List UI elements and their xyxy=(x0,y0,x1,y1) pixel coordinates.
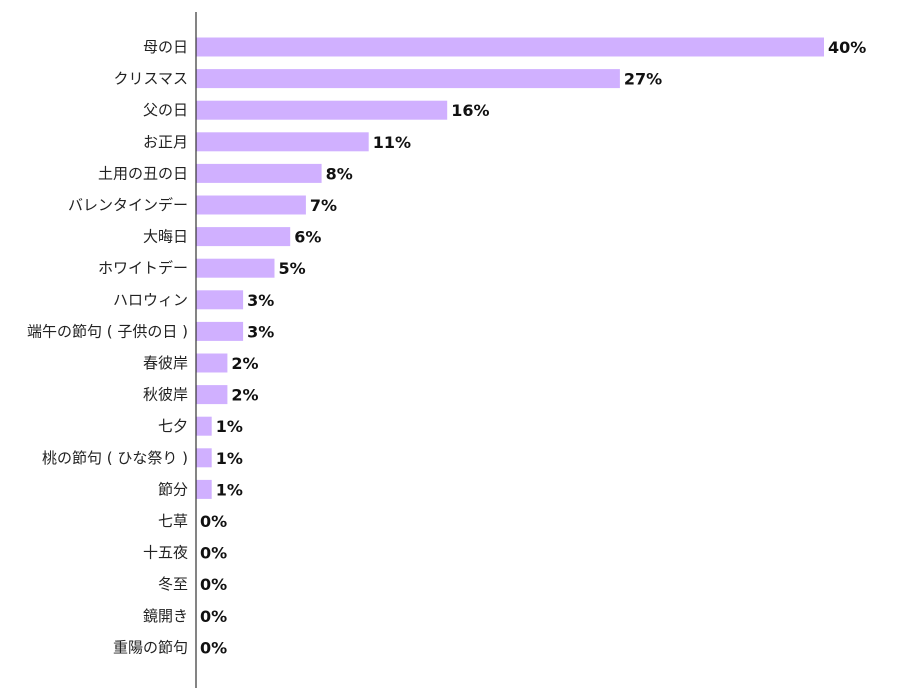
value-label: 0% xyxy=(200,638,227,657)
bar xyxy=(196,258,275,278)
category-label: 節分 xyxy=(158,480,188,498)
bar xyxy=(196,37,824,57)
value-label: 2% xyxy=(231,354,258,373)
category-label: バレンタインデー xyxy=(68,196,188,214)
value-label: 0% xyxy=(200,544,227,563)
value-label: 6% xyxy=(294,228,321,247)
category-label: クリスマス xyxy=(113,70,188,88)
value-label: 3% xyxy=(247,322,274,341)
category-label: 冬至 xyxy=(158,575,188,593)
bar xyxy=(196,195,306,215)
value-label: 3% xyxy=(247,291,274,310)
category-label: ハロウィン xyxy=(113,291,188,309)
value-label: 27% xyxy=(624,70,662,89)
value-label: 0% xyxy=(200,512,227,531)
value-label: 1% xyxy=(216,480,243,499)
bar xyxy=(196,321,244,341)
category-label: 重陽の節句 xyxy=(113,638,188,656)
category-label: 七夕 xyxy=(158,417,188,435)
category-label: 春彼岸 xyxy=(143,354,188,372)
bar xyxy=(196,100,448,120)
value-label: 5% xyxy=(279,259,306,278)
category-labels-group: 母の日クリスマス父の日お正月土用の丑の日バレンタインデー大晦日ホワイトデーハロウ… xyxy=(27,38,188,656)
bar xyxy=(196,416,212,436)
value-label: 11% xyxy=(373,133,411,152)
value-label: 40% xyxy=(828,38,866,57)
value-label: 0% xyxy=(200,575,227,594)
bar xyxy=(196,448,212,468)
category-label: お正月 xyxy=(143,133,188,151)
category-label: 鏡開き xyxy=(143,607,188,625)
bar xyxy=(196,479,212,499)
category-label: 十五夜 xyxy=(143,544,188,562)
value-label: 1% xyxy=(216,417,243,436)
category-label: 母の日 xyxy=(143,38,188,56)
bar xyxy=(196,385,228,405)
category-label: 秋彼岸 xyxy=(143,386,188,404)
category-label: 端午の節句 ( 子供の日 ) xyxy=(27,322,188,340)
bar xyxy=(196,132,369,152)
bar xyxy=(196,353,228,373)
category-label: ホワイトデー xyxy=(98,259,188,277)
value-label: 16% xyxy=(451,101,489,120)
category-label: 父の日 xyxy=(143,101,188,119)
category-label: 土用の丑の日 xyxy=(98,164,188,182)
bar xyxy=(196,69,620,89)
bar xyxy=(196,290,244,310)
bar xyxy=(196,227,291,247)
value-label: 0% xyxy=(200,607,227,626)
category-label: 七草 xyxy=(158,512,188,530)
value-labels-group: 40% 27% 16% 11% 8% 7% 6% 5% 3% 3% 2% 2% 1% 1% 1% 0% 0% 0%… xyxy=(200,38,866,657)
category-label: 大晦日 xyxy=(143,228,188,246)
bars-group xyxy=(196,37,824,499)
bar xyxy=(196,163,322,183)
value-label: 1% xyxy=(216,449,243,468)
value-label: 2% xyxy=(231,386,258,405)
category-label: 桃の節句 ( ひな祭り ) xyxy=(42,449,188,467)
value-label: 8% xyxy=(326,164,353,183)
value-label: 7% xyxy=(310,196,337,215)
